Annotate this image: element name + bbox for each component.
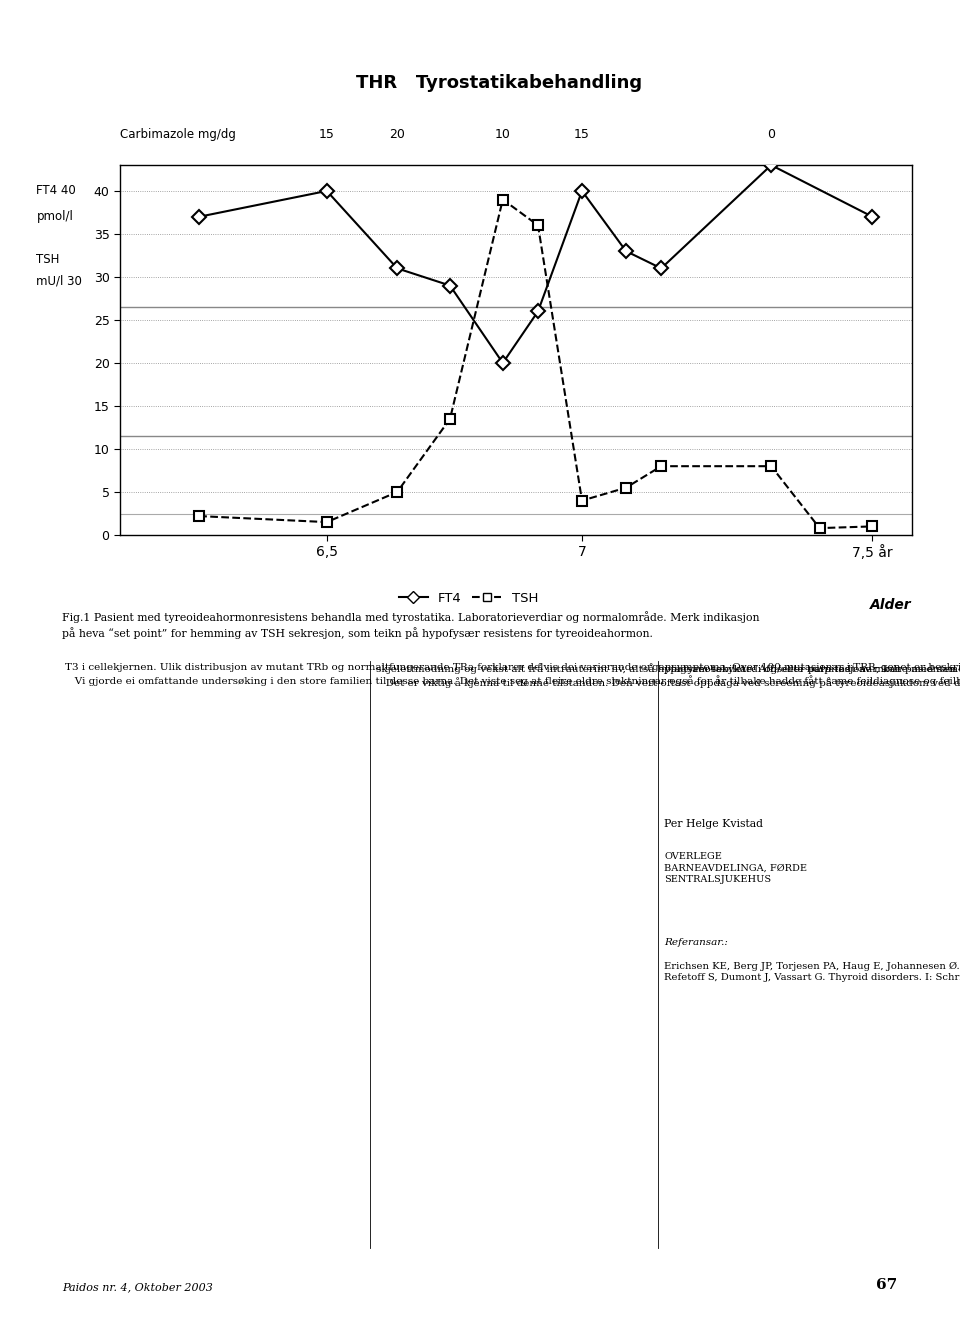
Text: 15: 15	[319, 128, 335, 141]
Text: 15: 15	[574, 128, 590, 141]
Text: T3 i cellekjernen. Ulik distribusjon av mutant TRb og normaltfungerande TRa fork: T3 i cellekjernen. Ulik distribusjon av …	[65, 663, 960, 687]
Text: TSH: TSH	[36, 254, 60, 267]
Text: FT4 40: FT4 40	[36, 185, 76, 197]
Text: mU/l 30: mU/l 30	[36, 275, 83, 288]
Legend: FT4, TSH: FT4, TSH	[394, 587, 543, 610]
Text: Paidos nr. 4, Oktober 2003: Paidos nr. 4, Oktober 2003	[62, 1281, 213, 1292]
Text: 10: 10	[494, 128, 511, 141]
Text: skjelettmodning og vekst alt frå intrauterint liv, altså hypotyreosebilete. Affi: skjelettmodning og vekst alt frå intraut…	[376, 663, 960, 688]
Text: OVERLEGE
BARNEAVDELINGA, FØRDE
SENTRALSJUKEHUS: OVERLEGE BARNEAVDELINGA, FØRDE SENTRALSJ…	[664, 852, 807, 884]
Text: Alder: Alder	[871, 598, 912, 613]
Text: plagsam takykardi og/eller palpitasjonar, kan pasienten få betablokkar. Det kan : plagsam takykardi og/eller palpitasjonar…	[664, 663, 960, 674]
Text: 67: 67	[876, 1277, 898, 1292]
Text: Carbimazole mg/dg: Carbimazole mg/dg	[120, 128, 236, 141]
Text: Per Helge Kvistad: Per Helge Kvistad	[664, 819, 763, 830]
Text: Fig.1 Pasient med tyreoideahormonresistens behandla med tyrostatika. Laboratorie: Fig.1 Pasient med tyreoideahormonresiste…	[62, 612, 760, 639]
Text: THR   Tyrostatikabehandling: THR Tyrostatikabehandling	[356, 74, 642, 92]
Text: 20: 20	[389, 128, 405, 141]
Text: Erichsen KE, Berg JP, Torjesen PA, Haug E, Johannesen Ø. Tyreoideahormon-resiste: Erichsen KE, Berg JP, Torjesen PA, Haug …	[664, 962, 960, 983]
Text: pmol/l: pmol/l	[36, 210, 73, 223]
Text: 0: 0	[767, 128, 775, 141]
Text: Referansar.:: Referansar.:	[664, 938, 729, 947]
